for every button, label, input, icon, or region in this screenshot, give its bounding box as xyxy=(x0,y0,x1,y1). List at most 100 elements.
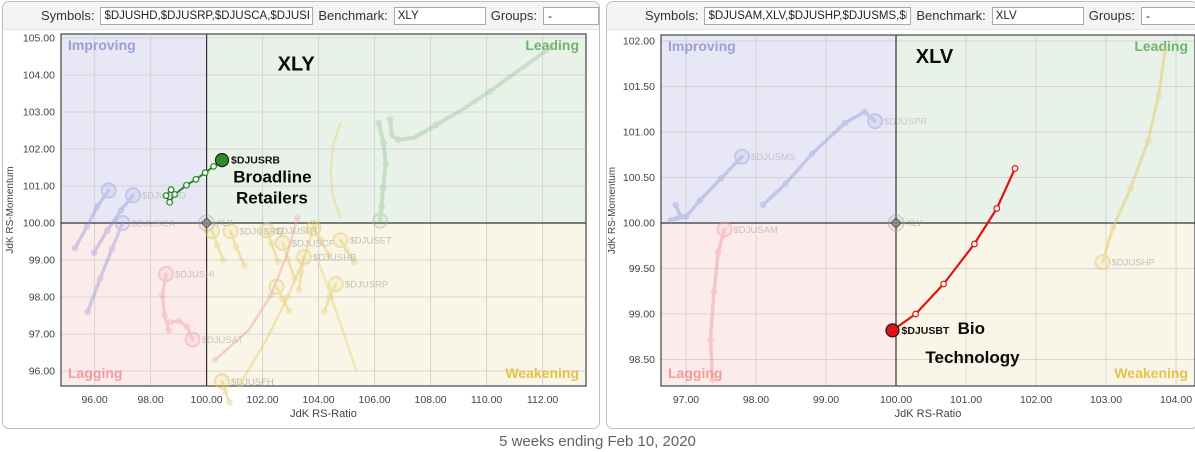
x-tick-label: 112.00 xyxy=(527,394,558,406)
series-head-faded-green-2 xyxy=(372,212,389,229)
series-DJUSMS: $DJUSMS xyxy=(667,148,795,224)
series-DJUSAT: $DJUSAT xyxy=(167,317,244,348)
x-tick-label: 106.00 xyxy=(359,394,391,406)
groups-label: Groups: xyxy=(1088,8,1135,23)
series-head-faded-blue-1 xyxy=(100,182,117,199)
x-tick-label: 103.00 xyxy=(1090,394,1122,406)
series-faded-yellow-arc-3 xyxy=(329,121,342,219)
x-tick-label: 104.00 xyxy=(1160,394,1192,406)
panel-header-left: Symbols: Benchmark: Groups: - xyxy=(3,2,599,30)
series-DJUSRP: $DJUSRP xyxy=(321,276,388,315)
series-head-DJUSHD xyxy=(124,187,141,204)
series-label-DJUSFH: $DJUSFH xyxy=(231,377,274,388)
y-tick-label: 98.00 xyxy=(29,291,55,303)
series-head-DJUSAM xyxy=(716,221,733,238)
series-label-DJUSET: $DJUSET xyxy=(349,236,391,247)
series-label-DJUSHB: $DJUSHB xyxy=(313,253,356,264)
series-faded-green-2 xyxy=(372,119,389,229)
y-tick-label: 103.00 xyxy=(23,106,55,118)
rrg-panel-left: Symbols: Benchmark: Groups: - Improving L… xyxy=(2,1,600,429)
series-faded-blue-1 xyxy=(71,182,117,252)
plot-border xyxy=(660,34,1195,387)
x-tick-label: 101.00 xyxy=(950,394,982,406)
annotation-callout-1: Bio xyxy=(958,319,985,338)
series-head-DJUSCF xyxy=(274,234,291,251)
y-tick-label: 100.00 xyxy=(23,217,55,229)
symbols-input[interactable] xyxy=(704,6,912,25)
quadrant-leading xyxy=(206,34,586,223)
benchmark-marker: XLY xyxy=(198,214,233,232)
series-DJUSHI: $DJUSHI xyxy=(158,266,215,334)
series-label-DJUSMS: $DJUSMS xyxy=(751,152,795,163)
series-faded-red-arc xyxy=(211,214,301,364)
x-axis-title: JdK RS-Ratio xyxy=(290,408,357,420)
series-DJUSCA: $DJUSCA xyxy=(84,214,176,315)
quadrant-label-improving: Improving xyxy=(68,37,136,53)
series-head-DJUSRQ xyxy=(222,223,239,240)
series-label-DJUSHD: $DJUSHD xyxy=(142,191,186,202)
benchmark-input[interactable] xyxy=(991,6,1084,25)
series-DJUSFH: $DJUSFH xyxy=(214,373,274,406)
x-tick-label: 100.00 xyxy=(191,394,223,406)
y-tick-label: 101.00 xyxy=(623,127,655,139)
y-tick-label: 100.00 xyxy=(623,218,655,230)
series-DJUSRQ: $DJUSRQ xyxy=(222,223,284,269)
series-head-DJUSMS xyxy=(733,148,750,165)
series-label-DJUSPR: $DJUSPR xyxy=(884,117,927,128)
series-DJUSHD: $DJUSHD xyxy=(90,187,186,256)
series-head-DJUSRB xyxy=(214,152,230,168)
benchmark-label: XLV xyxy=(906,218,922,228)
plot-border xyxy=(60,33,587,387)
quadrant-weakening xyxy=(206,222,586,386)
series-DJUSET: $DJUSET xyxy=(332,232,392,266)
series-label-DJUSCF: $DJUSCF xyxy=(292,238,335,249)
quadrant-label-improving: Improving xyxy=(668,38,736,54)
x-tick-label: 100.00 xyxy=(880,394,912,406)
y-tick-label: 101.50 xyxy=(623,81,655,93)
annotation-title: XLY xyxy=(278,54,316,76)
x-tick-label: 110.00 xyxy=(471,394,502,406)
series-label-DJUSAT: $DJUSAT xyxy=(202,335,244,346)
series-head-DJUSCA xyxy=(114,214,131,231)
series-DJUSCF: $DJUSCF xyxy=(274,234,335,282)
quadrant-label-leading: Leading xyxy=(1134,38,1188,54)
symbols-label: Symbols: xyxy=(41,8,95,23)
benchmark-label: Benchmark: xyxy=(318,8,388,23)
y-axis-title: JdK RS-Momentum xyxy=(607,167,618,254)
y-tick-label: 102.00 xyxy=(23,143,55,155)
y-axis-title: JdK RS-Momentum xyxy=(5,166,16,253)
benchmark-input[interactable] xyxy=(393,6,486,25)
series-faded-yellow-arc-2 xyxy=(317,260,358,373)
quadrant-label-lagging: Lagging xyxy=(668,365,722,381)
series-DJUSPR: $DJUSPR xyxy=(759,108,927,209)
quadrant-weakening xyxy=(896,223,1195,386)
groups-select[interactable]: - xyxy=(1141,6,1195,25)
series-head-DJUSHP xyxy=(1094,254,1111,271)
x-tick-label: 98.00 xyxy=(743,394,769,406)
series-faded-green-arc xyxy=(386,44,555,143)
quadrant-label-leading: Leading xyxy=(525,37,579,53)
symbols-input[interactable] xyxy=(100,6,314,25)
x-tick-label: 99.00 xyxy=(813,394,839,406)
series-head-DJUSHI xyxy=(158,266,174,283)
panel-header-right: Symbols: Benchmark: Groups: - xyxy=(607,2,1195,30)
series-label-DJUSRT: $DJUSRT xyxy=(276,226,319,237)
rrg-chart-right: Improving Leading Lagging Weakening $DJUSBT $… xyxy=(607,34,1195,420)
series-head-faded-yellow-a xyxy=(204,223,221,240)
y-tick-label: 101.00 xyxy=(23,180,55,192)
quadrant-improving xyxy=(661,35,897,224)
y-tick-label: 100.50 xyxy=(623,172,655,184)
groups-select[interactable]: - xyxy=(543,6,599,25)
benchmark-label: XLY xyxy=(217,218,233,228)
series-head-DJUSBT xyxy=(885,323,900,338)
series-faded-yellow-h xyxy=(268,278,293,315)
series-label-DJUSBT: $DJUSBT xyxy=(902,325,950,337)
groups-value: - xyxy=(548,8,552,23)
benchmark-marker: XLV xyxy=(887,214,922,232)
series-head-faded-yellow-h xyxy=(268,278,285,295)
series-faded-yellow-a xyxy=(204,223,227,264)
quadrant-leading xyxy=(896,35,1195,224)
y-tick-label: 96.00 xyxy=(29,365,55,377)
x-tick-label: 102.00 xyxy=(247,394,279,406)
series-head-DJUSFH xyxy=(214,373,230,390)
